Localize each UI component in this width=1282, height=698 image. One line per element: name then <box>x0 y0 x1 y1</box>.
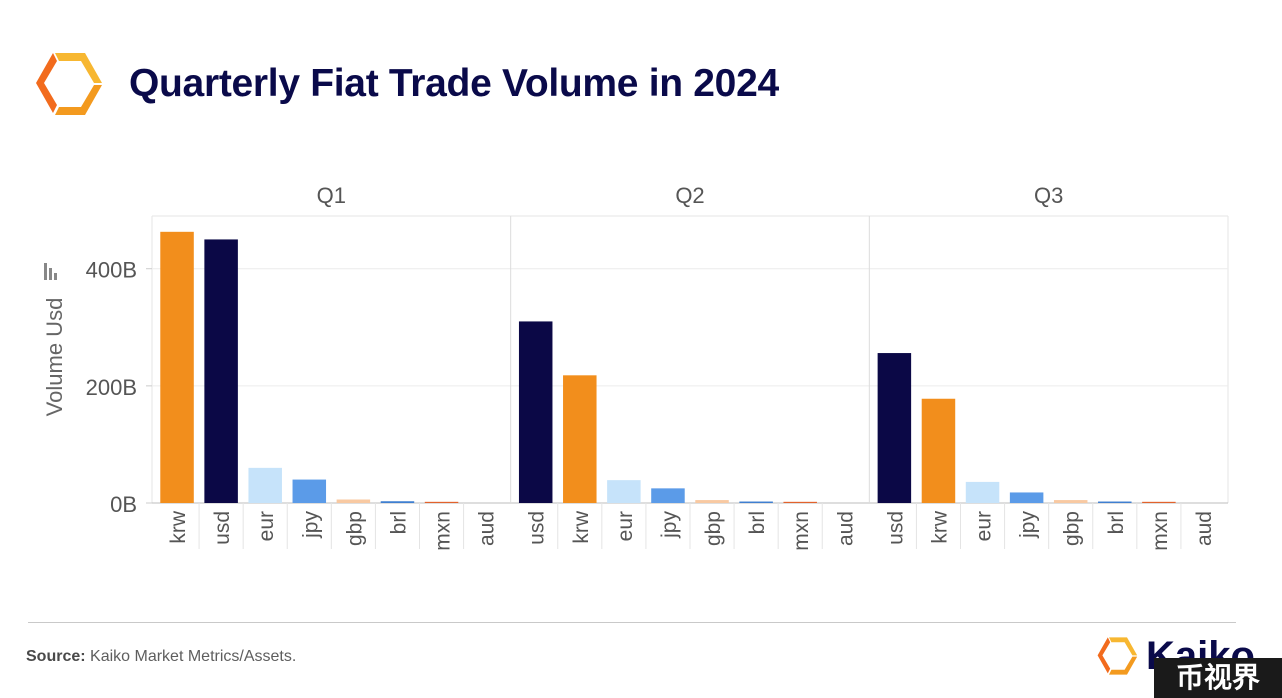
kaiko-footer-logo-icon <box>1097 637 1138 675</box>
x-tick-label: jpy <box>299 511 322 539</box>
bar-q2-usd <box>518 321 553 503</box>
bar-q1-jpy <box>292 479 327 503</box>
x-tick-label: gbp <box>1061 511 1084 546</box>
bar-q1-gbp <box>336 499 371 503</box>
watermark: 币视界 <box>1154 658 1282 698</box>
x-tick-label: usd <box>526 511 549 545</box>
x-tick-label: jpy <box>658 511 681 539</box>
footer-divider <box>28 622 1236 623</box>
kaiko-logo-icon <box>36 53 102 115</box>
panel-header-q1: Q1 <box>317 183 346 208</box>
source-note: Source: Kaiko Market Metrics/Assets. <box>26 648 296 666</box>
x-tick-label: krw <box>570 510 593 543</box>
bar-q3-gbp <box>1053 500 1088 503</box>
x-tick-label: brl <box>1105 511 1128 534</box>
bar-q1-brl <box>380 501 415 503</box>
x-tick-label: mxn <box>790 511 813 551</box>
y-tick-label: 400B <box>86 258 137 283</box>
bar-q1-krw <box>160 231 194 504</box>
x-tick-label: brl <box>387 511 410 534</box>
panel-header-q3: Q3 <box>1034 183 1063 208</box>
bar-q2-gbp <box>695 500 729 503</box>
y-axis-icon <box>54 273 57 280</box>
panel-header-q2: Q2 <box>675 183 704 208</box>
y-axis-icon <box>49 268 52 280</box>
x-tick-label: aud <box>476 511 499 546</box>
bar-q2-mxn <box>783 501 817 503</box>
x-tick-label: krw <box>928 510 951 543</box>
x-tick-label: mxn <box>1149 511 1172 551</box>
bar-q2-jpy <box>651 488 685 503</box>
x-tick-label: aud <box>834 511 857 546</box>
x-tick-label: mxn <box>432 511 455 551</box>
bar-q3-eur <box>965 481 1000 503</box>
x-tick-label: gbp <box>702 511 725 546</box>
bar-q3-jpy <box>1009 492 1044 503</box>
source-label: Source: <box>26 648 86 665</box>
bar-q3-brl <box>1098 501 1132 503</box>
x-tick-label: eur <box>973 511 996 541</box>
bar-q1-mxn <box>424 501 459 503</box>
y-tick-label: 0B <box>110 492 137 517</box>
y-axis-icon <box>44 263 47 280</box>
y-tick-label: 200B <box>86 375 137 400</box>
x-tick-label: eur <box>614 511 637 541</box>
bar-q2-brl <box>739 501 773 503</box>
x-tick-label: usd <box>884 511 907 545</box>
chart-title: Quarterly Fiat Trade Volume in 2024 <box>129 62 779 105</box>
bar-q1-usd <box>204 239 238 503</box>
x-tick-label: krw <box>167 510 190 543</box>
y-axis-label: Volume Usd <box>42 298 67 417</box>
x-tick-label: brl <box>746 511 769 534</box>
bar-q2-eur <box>607 480 641 503</box>
source-text: Kaiko Market Metrics/Assets. <box>90 648 297 665</box>
bar-q1-eur <box>248 467 282 503</box>
x-tick-label: usd <box>211 511 234 545</box>
x-tick-label: jpy <box>1017 511 1040 539</box>
bar-q3-krw <box>921 398 956 503</box>
x-tick-label: gbp <box>343 511 366 546</box>
bar-q3-mxn <box>1142 501 1176 503</box>
x-tick-label: aud <box>1193 511 1216 546</box>
bar-q2-krw <box>563 375 597 503</box>
x-tick-label: eur <box>255 511 278 541</box>
bar-q3-usd <box>877 353 912 503</box>
